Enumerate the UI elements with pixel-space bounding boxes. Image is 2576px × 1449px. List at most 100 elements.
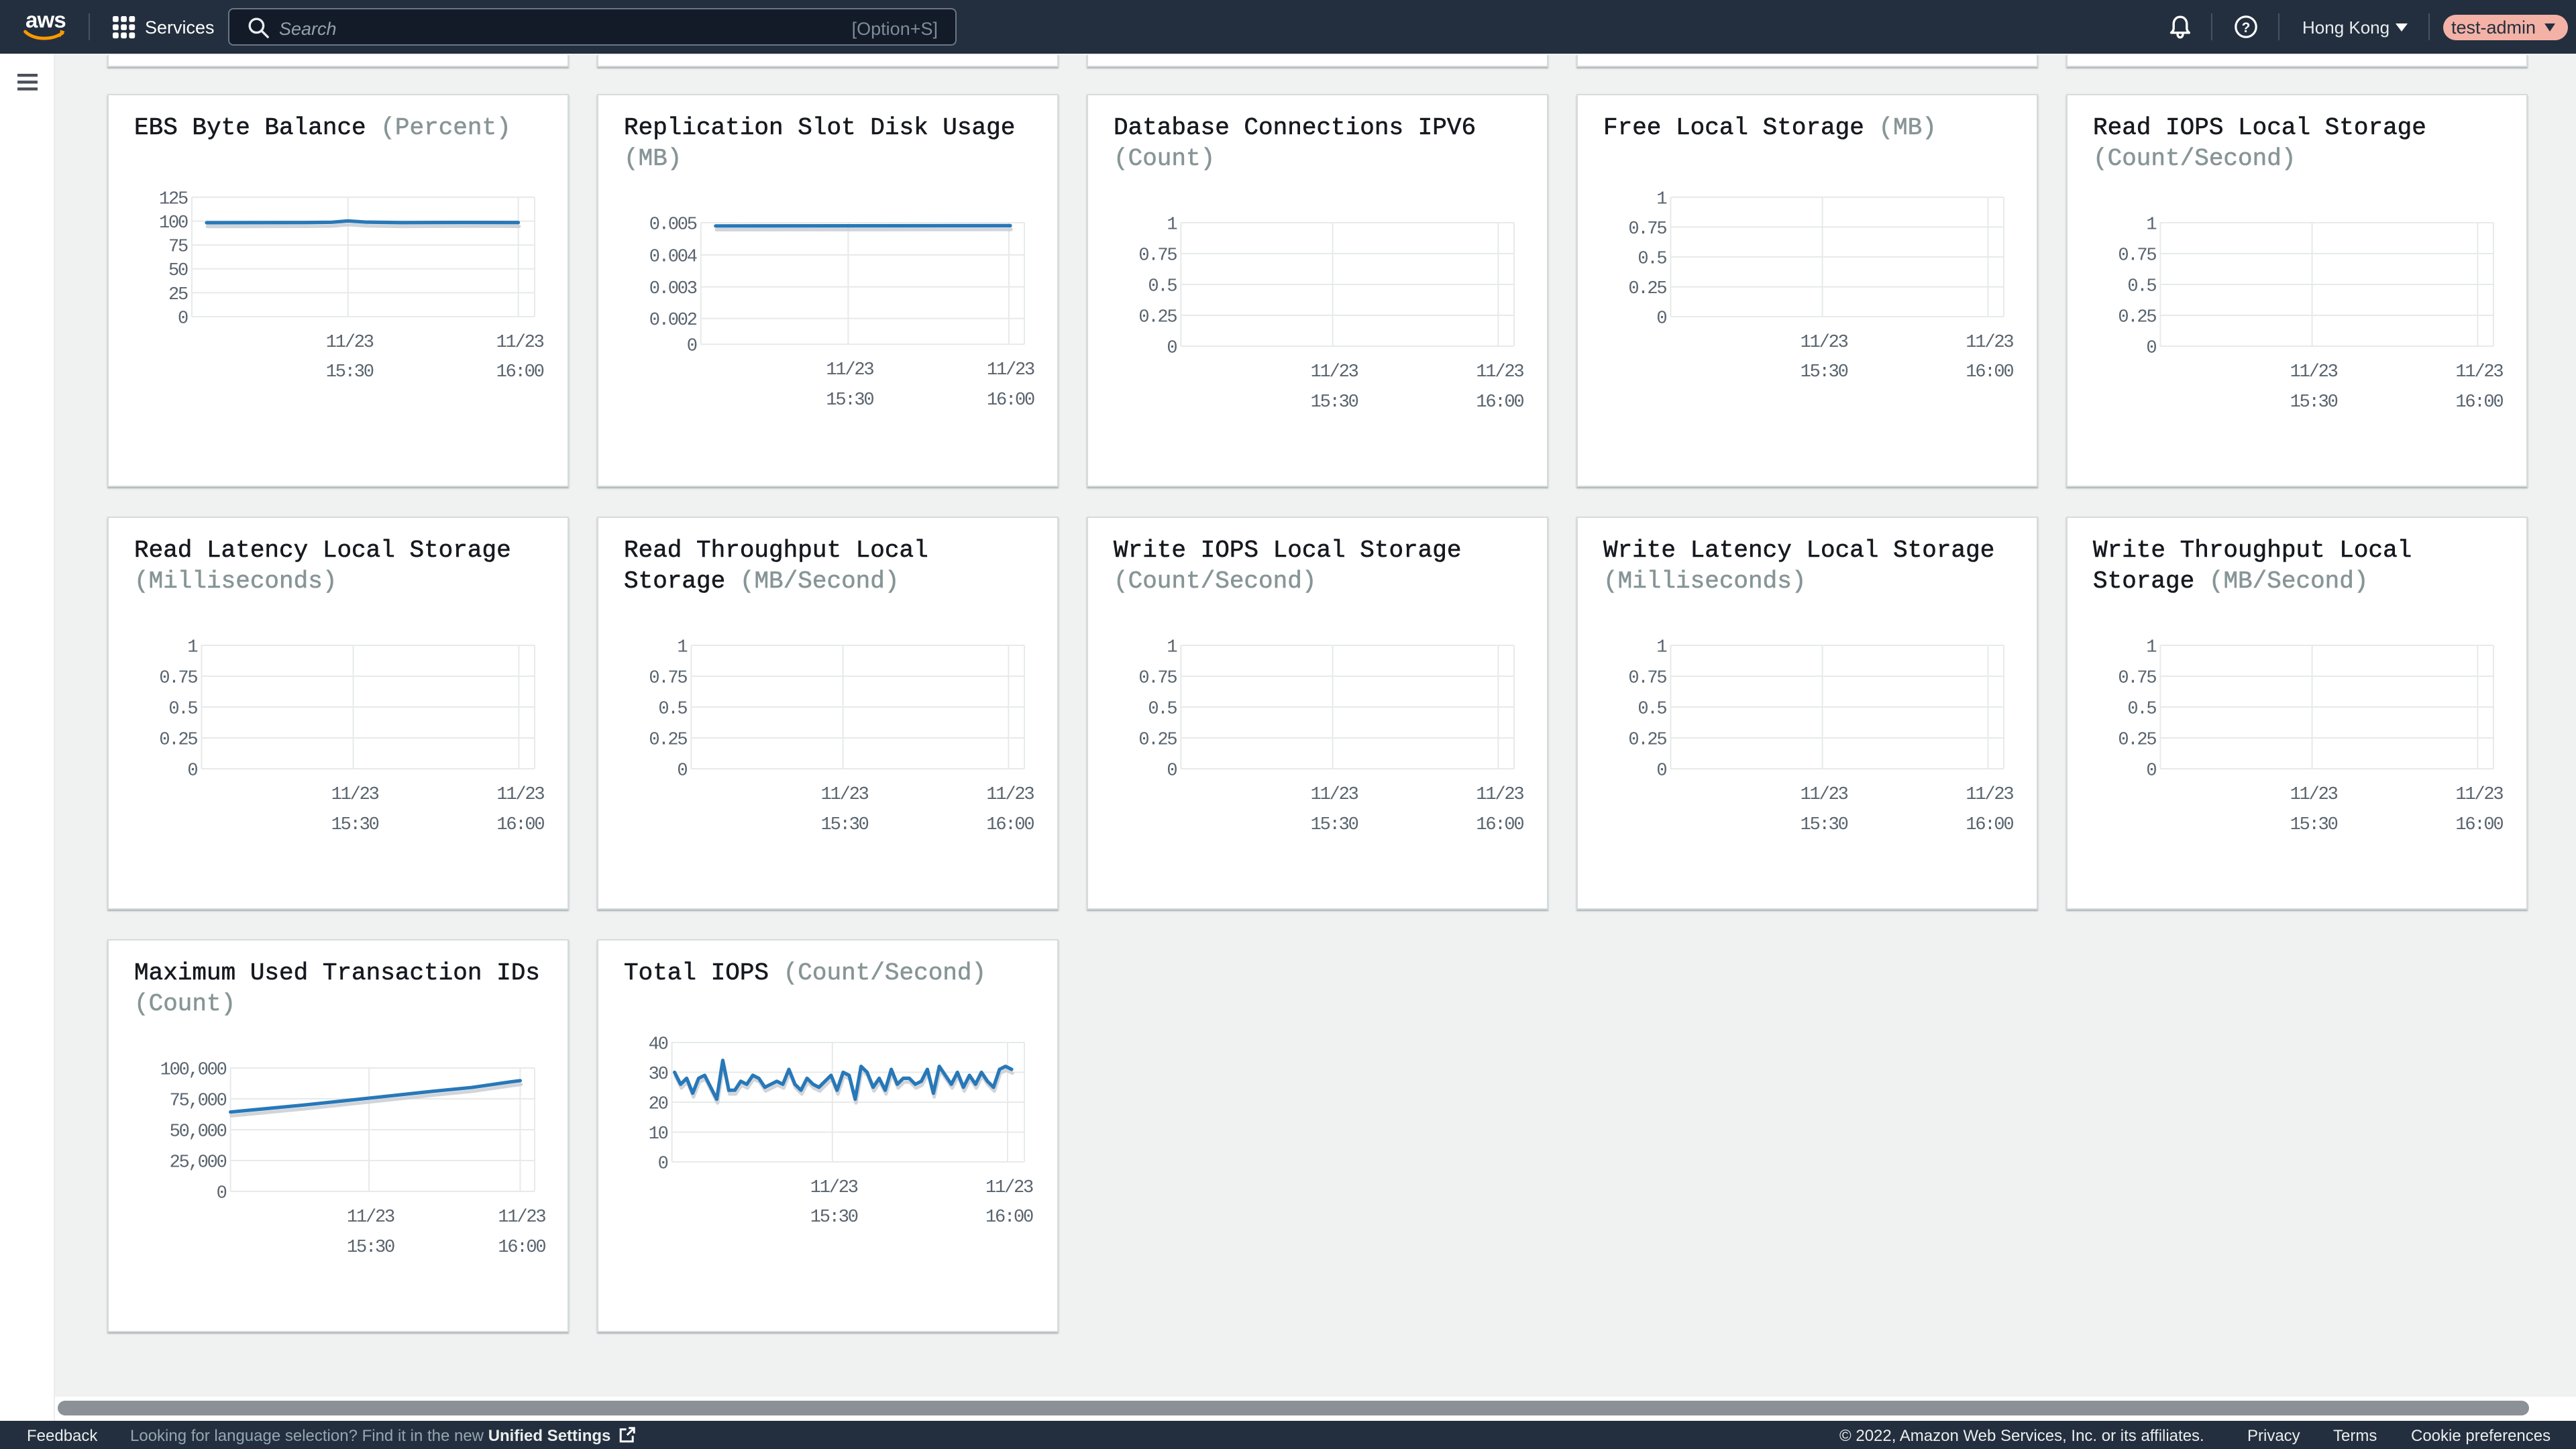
svg-text:0.25: 0.25: [2118, 307, 2156, 327]
svg-text:11/23: 11/23: [1311, 362, 1358, 382]
svg-text:16:00: 16:00: [2455, 815, 2503, 835]
svg-text:11/23: 11/23: [347, 1208, 394, 1228]
svg-text:100: 100: [159, 213, 188, 233]
svg-text:11/23: 11/23: [331, 785, 379, 805]
svg-text:0.5: 0.5: [1638, 249, 1666, 269]
svg-text:11/23: 11/23: [2455, 362, 2503, 382]
svg-text:0.5: 0.5: [658, 699, 687, 719]
svg-text:15:30: 15:30: [326, 362, 374, 382]
svg-text:1: 1: [1656, 637, 1666, 657]
svg-text:1: 1: [1167, 215, 1177, 235]
svg-text:0.002: 0.002: [649, 311, 697, 331]
svg-text:0: 0: [1167, 338, 1177, 358]
svg-text:0.25: 0.25: [1138, 307, 1177, 327]
svg-text:0.75: 0.75: [2118, 668, 2156, 688]
svg-text:11/23: 11/23: [810, 1178, 858, 1198]
svg-text:11/23: 11/23: [498, 1208, 545, 1228]
svg-text:0: 0: [2146, 761, 2156, 781]
svg-text:11/23: 11/23: [1476, 362, 1523, 382]
svg-text:15:30: 15:30: [1311, 815, 1358, 835]
svg-text:0.25: 0.25: [649, 730, 687, 750]
svg-text:0.005: 0.005: [649, 215, 697, 235]
svg-text:75: 75: [168, 237, 188, 258]
svg-text:15:30: 15:30: [821, 815, 869, 835]
svg-text:0.75: 0.75: [1628, 219, 1666, 239]
svg-text:20: 20: [649, 1094, 668, 1114]
svg-text:11/23: 11/23: [821, 785, 869, 805]
svg-text:aws: aws: [25, 7, 66, 32]
svg-text:0.5: 0.5: [168, 699, 197, 719]
svg-text:1: 1: [1167, 637, 1177, 657]
svg-text:16:00: 16:00: [1966, 362, 2013, 382]
svg-text:0.5: 0.5: [1148, 699, 1177, 719]
svg-text:25: 25: [168, 285, 188, 305]
svg-text:16:00: 16:00: [498, 1238, 545, 1258]
svg-text:16:00: 16:00: [1966, 815, 2013, 835]
svg-text:0.75: 0.75: [159, 668, 197, 688]
svg-text:15:30: 15:30: [2290, 815, 2338, 835]
svg-text:11/23: 11/23: [2290, 362, 2338, 382]
svg-text:100,000: 100,000: [160, 1060, 227, 1080]
svg-text:15:30: 15:30: [810, 1208, 858, 1228]
svg-text:0: 0: [677, 761, 687, 781]
svg-text:11/23: 11/23: [826, 360, 873, 380]
svg-text:11/23: 11/23: [985, 1178, 1033, 1198]
svg-text:0.5: 0.5: [1148, 276, 1177, 297]
svg-text:15:30: 15:30: [2290, 392, 2338, 413]
svg-text:11/23: 11/23: [1476, 785, 1523, 805]
svg-text:0: 0: [1167, 761, 1177, 781]
svg-text:11/23: 11/23: [496, 785, 544, 805]
svg-text:15:30: 15:30: [1311, 392, 1358, 413]
svg-text:15:30: 15:30: [331, 815, 379, 835]
svg-text:16:00: 16:00: [496, 362, 544, 382]
svg-text:0.25: 0.25: [159, 730, 197, 750]
svg-text:11/23: 11/23: [496, 333, 544, 353]
svg-text:0.5: 0.5: [2127, 276, 2156, 297]
svg-text:11/23: 11/23: [986, 785, 1034, 805]
svg-text:10: 10: [649, 1124, 668, 1144]
svg-text:0.75: 0.75: [1138, 246, 1177, 266]
svg-text:11/23: 11/23: [326, 333, 374, 353]
svg-text:0.25: 0.25: [1628, 279, 1666, 299]
svg-text:1: 1: [2146, 637, 2156, 657]
svg-text:11/23: 11/23: [1966, 785, 2013, 805]
svg-text:15:30: 15:30: [1801, 362, 1848, 382]
svg-text:0.25: 0.25: [2118, 730, 2156, 750]
svg-text:0: 0: [1656, 309, 1666, 329]
svg-text:11/23: 11/23: [987, 360, 1034, 380]
svg-text:50: 50: [168, 261, 188, 281]
svg-text:1: 1: [2146, 215, 2156, 235]
svg-text:25,000: 25,000: [170, 1152, 227, 1173]
svg-text:0: 0: [658, 1154, 668, 1174]
svg-text:0.5: 0.5: [2127, 699, 2156, 719]
svg-text:1: 1: [677, 637, 687, 657]
svg-text:0.75: 0.75: [1628, 668, 1666, 688]
svg-text:40: 40: [649, 1034, 668, 1055]
svg-text:16:00: 16:00: [1476, 815, 1523, 835]
svg-text:15:30: 15:30: [826, 390, 873, 411]
svg-text:0.5: 0.5: [1638, 699, 1666, 719]
svg-text:0: 0: [1656, 761, 1666, 781]
svg-text:11/23: 11/23: [2455, 785, 2503, 805]
svg-text:0.004: 0.004: [649, 247, 697, 267]
svg-text:0.25: 0.25: [1628, 730, 1666, 750]
svg-text:11/23: 11/23: [1801, 785, 1848, 805]
svg-text:16:00: 16:00: [985, 1208, 1033, 1228]
svg-text:1: 1: [187, 637, 197, 657]
svg-text:0.75: 0.75: [2118, 246, 2156, 266]
svg-text:0.75: 0.75: [649, 668, 687, 688]
svg-text:0: 0: [178, 309, 188, 329]
svg-text:0: 0: [2146, 338, 2156, 358]
svg-text:16:00: 16:00: [2455, 392, 2503, 413]
svg-text:15:30: 15:30: [347, 1238, 394, 1258]
svg-text:125: 125: [159, 189, 188, 209]
svg-text:0: 0: [187, 761, 197, 781]
svg-text:11/23: 11/23: [1966, 333, 2013, 353]
svg-text:0.75: 0.75: [1138, 668, 1177, 688]
svg-text:11/23: 11/23: [1311, 785, 1358, 805]
svg-text:?: ?: [2242, 20, 2251, 36]
svg-text:16:00: 16:00: [986, 815, 1034, 835]
svg-text:11/23: 11/23: [1801, 333, 1848, 353]
svg-text:16:00: 16:00: [496, 815, 544, 835]
svg-text:0.25: 0.25: [1138, 730, 1177, 750]
